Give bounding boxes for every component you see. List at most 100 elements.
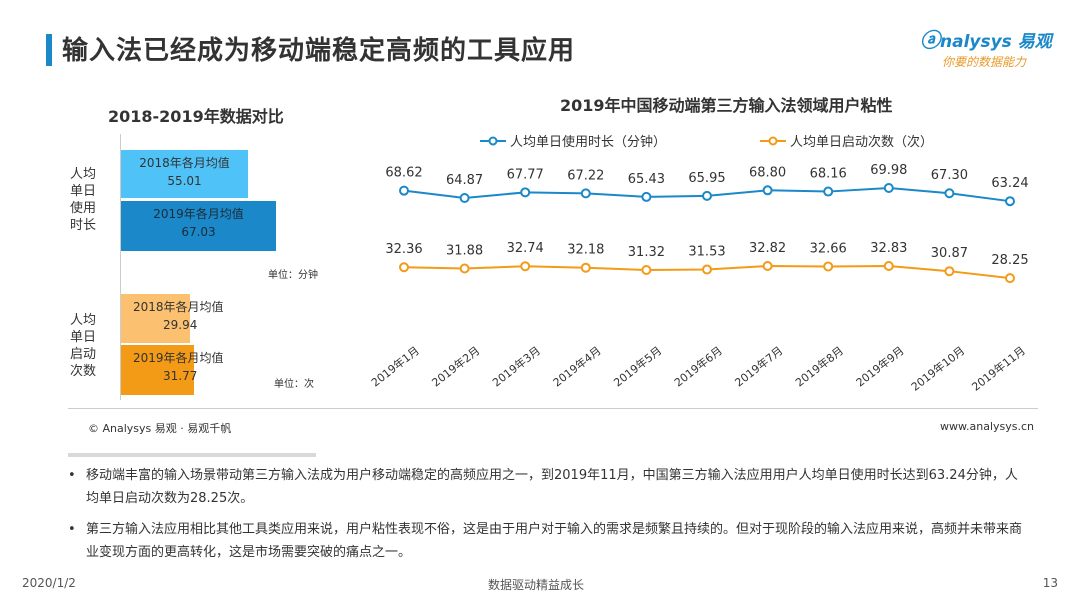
source-site: www.analysys.cn	[940, 420, 1034, 433]
line-chart: 68.62 64.87 67.77 67.22 65.43 65.95 68.80 68.16…	[368, 163, 1028, 394]
title-accent-bar	[46, 34, 52, 66]
data-label: 32.74	[507, 241, 544, 256]
bullet-list: • 移动端丰富的输入场景带动第三方输入法成为用户移动端稳定的高频应用之一，到20…	[68, 464, 1028, 572]
data-label: 32.83	[870, 241, 907, 256]
x-tick-label: 2019年5月	[611, 343, 665, 389]
x-tick-label: 2019年2月	[429, 343, 483, 389]
bullet-text: 移动端丰富的输入场景带动第三方输入法成为用户移动端稳定的高频应用之一，到2019…	[86, 468, 1018, 506]
data-label: 31.88	[446, 244, 483, 259]
bar-2018-launches: 2018年各月均值 29.94	[121, 294, 224, 343]
bar-label: 2019年各月均值	[133, 351, 224, 365]
page-title: 输入法已经成为移动端稳定高频的工具应用	[62, 36, 576, 66]
data-point	[823, 261, 834, 272]
data-label: 32.82	[749, 241, 786, 256]
data-point	[399, 262, 409, 273]
page-number: 13	[1042, 576, 1058, 590]
data-point	[580, 262, 591, 273]
logo-brand: ⓐnalysys 易观	[920, 28, 1052, 52]
data-label: 32.66	[810, 241, 847, 256]
footer-slogan: 数据驱动精益成长	[488, 578, 585, 592]
bar-value: 31.77	[163, 369, 198, 383]
legend-item-duration: 人均单日使用时长（分钟）	[480, 131, 666, 150]
data-label: 67.30	[931, 168, 968, 183]
bar-value: 29.94	[163, 318, 198, 332]
data-label: 64.87	[446, 173, 483, 188]
bar-value: 67.03	[181, 225, 216, 239]
bar-label: 2018年各月均值	[139, 156, 230, 170]
legend-label-duration: 人均单日使用时长（分钟）	[510, 135, 667, 150]
data-point	[1005, 196, 1015, 207]
x-tick-label: 2019年6月	[671, 343, 725, 389]
data-label: 31.53	[688, 244, 725, 259]
data-point	[399, 185, 409, 196]
data-point	[520, 187, 531, 198]
footer-date: 2020/1/2	[22, 576, 76, 590]
analysys-logo: ⓐnalysys 易观 你要的数据能力	[920, 24, 1060, 72]
data-point	[459, 263, 470, 274]
group-label-duration: 人均单日使用时长	[70, 167, 97, 233]
left-chart-title: 2018-2019年数据对比	[108, 107, 284, 126]
x-tick-label: 2019年11月	[969, 343, 1028, 393]
data-label: 69.98	[870, 163, 907, 178]
bullet-text: 第三方输入法应用相比其他工具类应用来说，用户粘性表现不俗，这是由于用户对于输入的…	[86, 522, 1023, 560]
data-label: 68.62	[385, 166, 422, 181]
bullet-item: • 移动端丰富的输入场景带动第三方输入法成为用户移动端稳定的高频应用之一，到20…	[68, 464, 1028, 510]
data-point	[944, 188, 955, 199]
data-label: 32.18	[567, 243, 604, 258]
data-point	[762, 261, 773, 272]
data-point	[883, 183, 894, 193]
divider	[68, 408, 1038, 409]
bar-value: 55.01	[167, 174, 202, 188]
divider-strip	[68, 453, 316, 457]
data-point	[520, 261, 531, 272]
data-point	[944, 266, 955, 277]
data-point	[641, 191, 652, 202]
legend-marker-launches-icon	[760, 136, 786, 145]
legend-label-launches: 人均单日启动次数（次）	[790, 135, 934, 150]
data-point	[459, 193, 470, 203]
x-tick-label: 2019年3月	[490, 343, 544, 389]
data-label: 68.80	[749, 165, 786, 180]
data-point	[1005, 273, 1015, 284]
bar-2019-duration: 2019年各月均值 67.03	[121, 201, 276, 251]
data-point	[702, 264, 712, 275]
data-label: 65.95	[688, 171, 725, 186]
left-chart-axis	[120, 134, 121, 400]
logo-slogan: 你要的数据能力	[942, 55, 1027, 69]
source-copyright: © Analysys 易观 · 易观千帆	[88, 422, 232, 435]
data-point	[580, 188, 591, 199]
data-point	[823, 186, 834, 197]
data-label: 65.43	[628, 172, 665, 187]
data-label: 68.16	[810, 167, 847, 182]
x-tick-label: 2019年1月	[368, 343, 422, 389]
line-chart-title: 2019年中国移动端第三方输入法领域用户粘性	[560, 96, 893, 115]
bar-label: 2019年各月均值	[153, 207, 244, 221]
x-tick-label: 2019年7月	[732, 343, 786, 389]
data-label: 67.77	[507, 167, 544, 182]
bar-2019-launches: 2019年各月均值 31.77	[121, 345, 224, 395]
legend-item-launches: 人均单日启动次数（次）	[760, 131, 933, 150]
legend-marker-duration-icon	[480, 136, 506, 145]
data-point	[702, 190, 712, 201]
data-label: 32.36	[385, 242, 422, 257]
x-tick-label: 2019年10月	[908, 343, 967, 393]
x-tick-label: 2019年8月	[793, 343, 847, 389]
bullet-dot-icon: •	[68, 468, 76, 483]
bullet-dot-icon: •	[68, 522, 76, 537]
x-tick-label: 2019年4月	[550, 343, 604, 389]
group-label-launches: 人均单日启动次数	[70, 313, 97, 379]
data-label: 63.24	[991, 176, 1028, 191]
unit-label-launches: 单位：次	[274, 379, 314, 390]
bullet-item: • 第三方输入法应用相比其他工具类应用来说，用户粘性表现不俗，这是由于用户对于输…	[68, 518, 1028, 564]
unit-label-duration: 单位：分钟	[268, 270, 318, 281]
data-point	[641, 265, 652, 275]
x-tick-label: 2019年9月	[853, 343, 907, 389]
data-label: 30.87	[931, 246, 968, 261]
bar-2018-duration: 2018年各月均值 55.01	[121, 150, 248, 198]
logo-mark-icon: ⓐ	[920, 28, 940, 52]
data-label: 67.22	[567, 168, 604, 183]
data-label: 31.32	[628, 245, 665, 260]
data-point	[883, 261, 894, 271]
data-label: 28.25	[991, 253, 1028, 268]
data-point	[762, 185, 773, 196]
